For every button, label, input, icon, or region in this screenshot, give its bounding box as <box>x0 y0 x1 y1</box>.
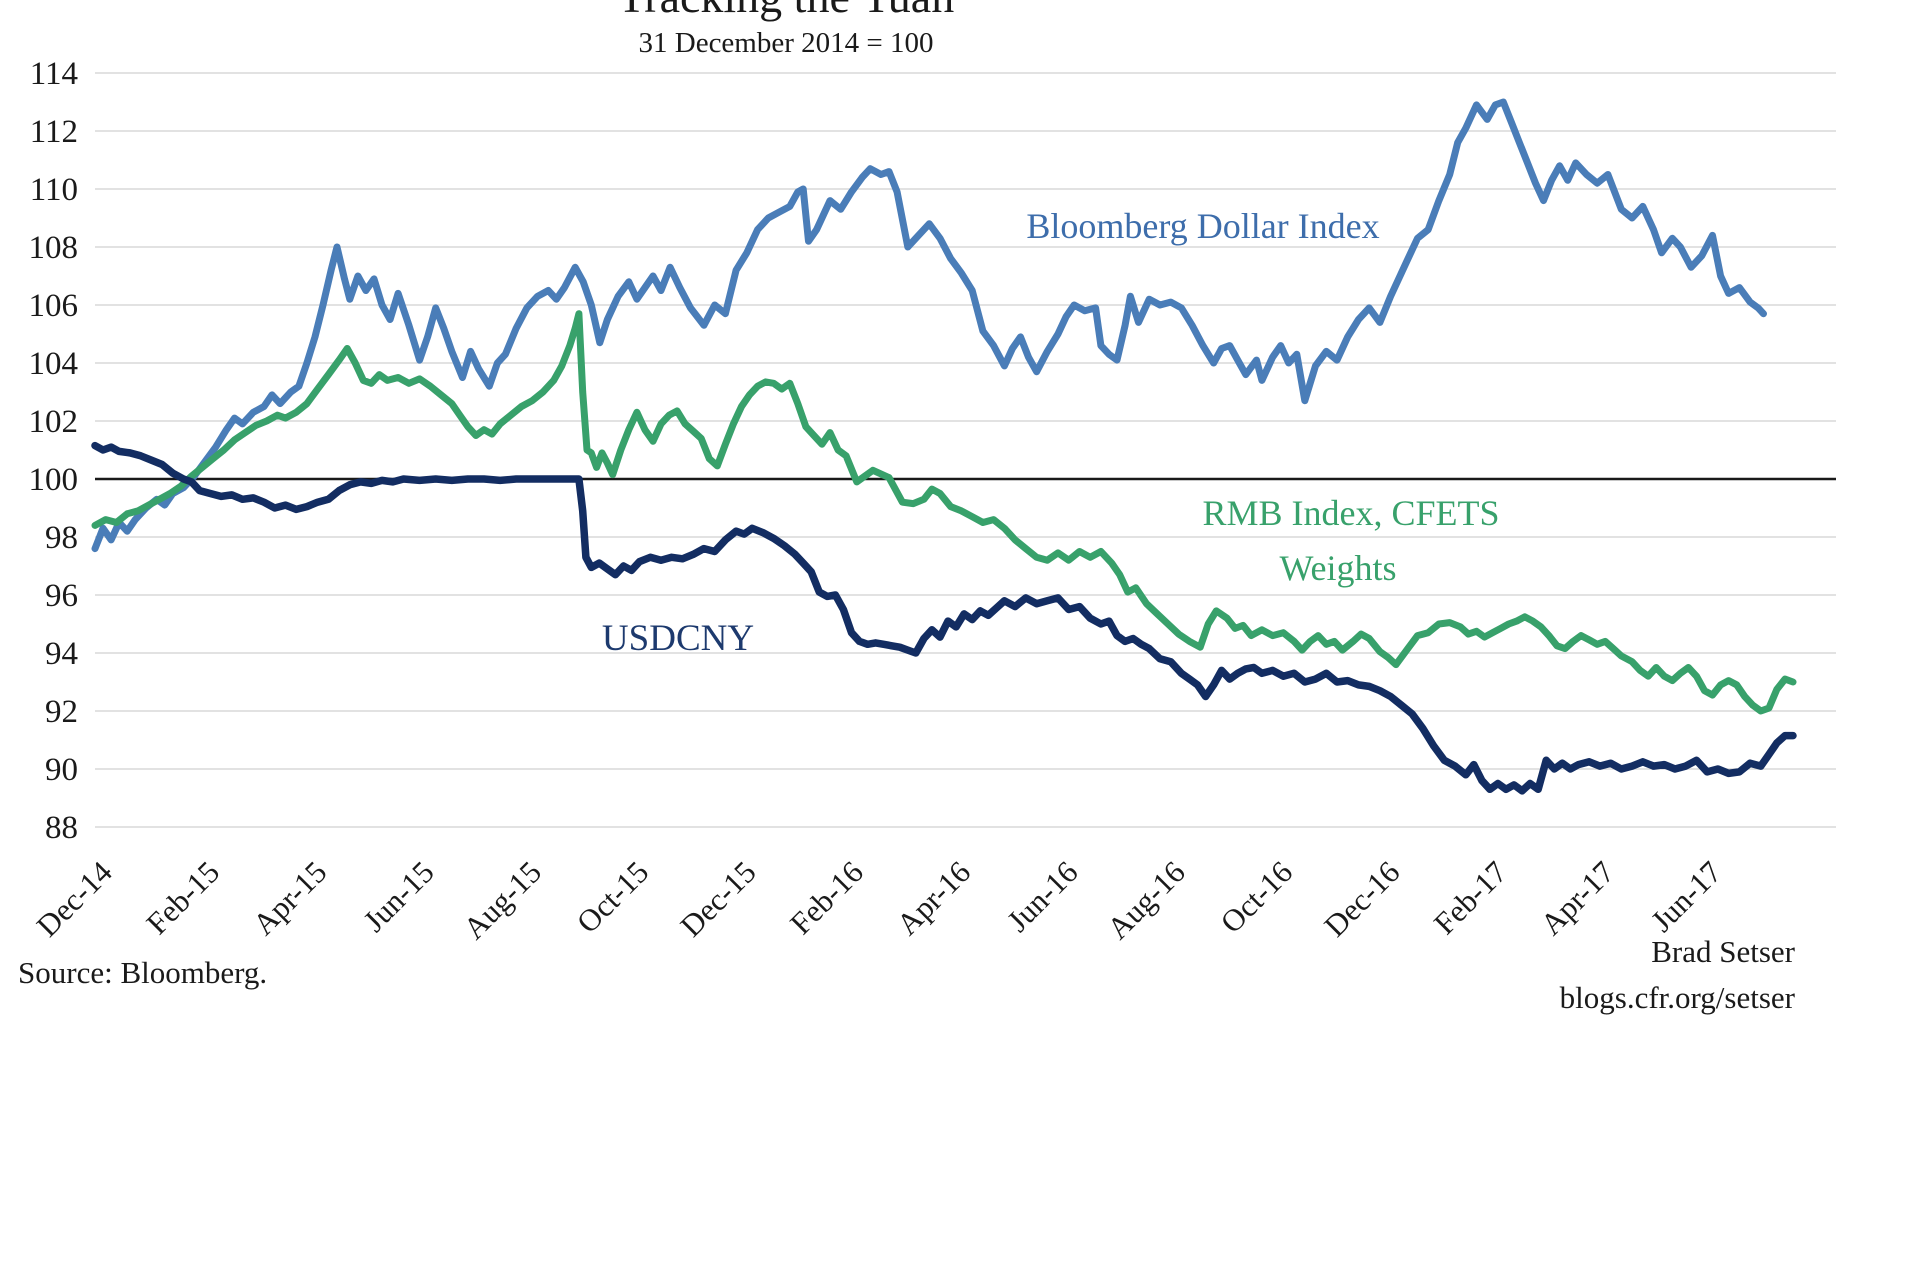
y-tick-label-110: 110 <box>30 172 78 208</box>
y-tick-label-112: 112 <box>30 114 78 150</box>
y-tick-label-104: 104 <box>29 346 79 382</box>
chart-subtitle: 31 December 2014 = 100 <box>639 27 934 59</box>
chart-title: Tracking the Yuan <box>618 0 954 22</box>
y-tick-label-108: 108 <box>29 230 79 266</box>
series-line-rmb-index-cfets-weights <box>91 310 1797 715</box>
x-tick-label-jun-16: Jun-16 <box>1000 854 1084 938</box>
x-tick-label-feb-17: Feb-17 <box>1427 854 1514 941</box>
y-tick-label-90: 90 <box>45 752 78 788</box>
gridlines-layer <box>95 72 1836 828</box>
x-tick-label-apr-16: Apr-16 <box>890 854 978 942</box>
x-tick-label-aug-16: Aug-16 <box>1100 854 1192 946</box>
x-tick-label-jun-17: Jun-17 <box>1644 854 1728 938</box>
y-tick-label-106: 106 <box>29 288 79 324</box>
y-tick-label-88: 88 <box>45 810 78 846</box>
source-note: Source: Bloomberg. <box>18 955 267 990</box>
credit-url: blogs.cfr.org/setser <box>1560 980 1796 1015</box>
series-line-usdcny <box>91 441 1797 795</box>
y-tick-label-114: 114 <box>30 56 78 92</box>
x-tick-label-oct-15: Oct-15 <box>570 854 656 940</box>
x-tick-label-dec-14: Dec-14 <box>30 854 120 944</box>
y-tick-label-100: 100 <box>29 462 79 498</box>
x-tick-label-dec-16: Dec-16 <box>1317 854 1406 943</box>
series-layer <box>91 98 1797 795</box>
x-tick-label-jun-15: Jun-15 <box>356 854 440 938</box>
x-tick-label-oct-16: Oct-16 <box>1213 854 1299 940</box>
y-tick-label-98: 98 <box>45 520 78 556</box>
x-tick-label-apr-15: Apr-15 <box>246 854 334 942</box>
x-tick-label-aug-15: Aug-15 <box>456 854 548 946</box>
x-tick-label-apr-17: Apr-17 <box>1533 854 1621 942</box>
x-tick-label-feb-15: Feb-15 <box>139 854 226 941</box>
series-label-rmb-index-line2: Weights <box>1279 548 1396 588</box>
x-tick-label-dec-15: Dec-15 <box>673 854 762 943</box>
x-tick-label-feb-16: Feb-16 <box>783 854 870 941</box>
y-tick-label-92: 92 <box>45 694 78 730</box>
y-tick-label-96: 96 <box>45 578 78 614</box>
y-tick-label-94: 94 <box>45 636 78 672</box>
y-tick-label-102: 102 <box>29 404 79 440</box>
series-label-bloomberg-dollar-index: Bloomberg Dollar Index <box>1026 206 1379 246</box>
series-label-rmb-index-line1: RMB Index, CFETS <box>1202 493 1499 533</box>
series-label-usdcny: USDCNY <box>602 618 754 659</box>
credit-name: Brad Setser <box>1651 934 1795 969</box>
series-line-bloomberg-dollar-index <box>91 98 1767 553</box>
